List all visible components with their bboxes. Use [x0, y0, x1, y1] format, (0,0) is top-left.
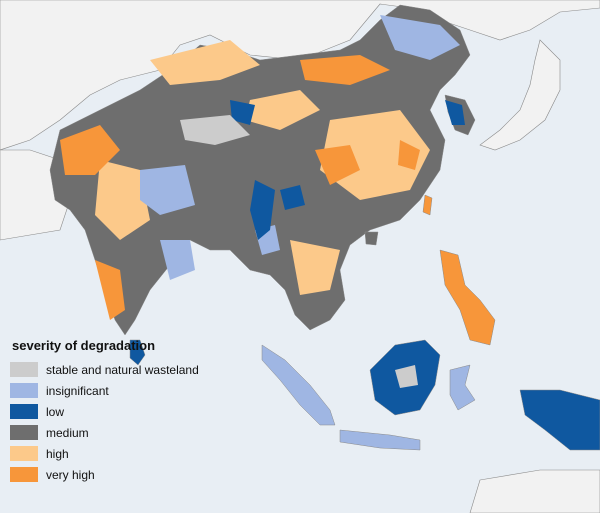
insignificant-patch	[380, 15, 460, 60]
high-patches	[95, 40, 430, 295]
legend-label-insignificant: insignificant	[46, 383, 109, 398]
low-patch	[250, 180, 275, 240]
mainland-asia	[49, 4, 471, 336]
java	[339, 429, 421, 451]
very-high-patch	[300, 55, 390, 85]
hainan	[364, 231, 379, 246]
legend-item-very-high: very high	[10, 464, 240, 485]
taiwan	[422, 194, 433, 216]
central-asia-land	[0, 0, 600, 151]
legend-swatch-high	[10, 446, 38, 461]
legend-item-high: high	[10, 443, 240, 464]
very-high-patch	[60, 125, 120, 175]
legend-item-medium: medium	[10, 422, 240, 443]
legend-item-low: low	[10, 401, 240, 422]
insignificant-patches	[140, 15, 460, 280]
legend-item-insignificant: insignificant	[10, 380, 240, 401]
high-patch	[150, 40, 260, 85]
low-patch	[280, 185, 305, 210]
very-high-patch	[315, 145, 360, 185]
very-high-patches	[60, 55, 420, 320]
legend-swatch-stable	[10, 362, 38, 377]
low-patches	[230, 100, 465, 240]
high-patch	[320, 110, 430, 200]
high-patch	[95, 160, 150, 240]
sri-lanka	[129, 339, 146, 366]
stable-patches	[180, 115, 418, 388]
legend-swatch-insignificant	[10, 383, 38, 398]
insignificant-patch	[140, 165, 195, 215]
low-patch	[445, 100, 465, 125]
sulawesi	[449, 364, 476, 411]
legend-swatch-very-high	[10, 467, 38, 482]
legend: severity of degradation stable and natur…	[10, 338, 240, 485]
stable-patch	[180, 115, 250, 145]
sumatra	[261, 344, 336, 426]
very-high-patch	[95, 260, 125, 320]
low-patch	[230, 100, 255, 125]
legend-label-very-high: very high	[46, 467, 95, 482]
legend-label-stable: stable and natural wasteland	[46, 362, 199, 377]
philippines	[439, 249, 496, 346]
insignificant-patch	[160, 240, 195, 280]
legend-label-high: high	[46, 446, 69, 461]
legend-swatch-medium	[10, 425, 38, 440]
new-guinea	[519, 389, 600, 451]
very-high-patch	[398, 140, 420, 170]
stable-patch	[395, 365, 418, 388]
legend-label-medium: medium	[46, 425, 89, 440]
japan-land	[479, 39, 561, 151]
australia-land	[469, 469, 600, 513]
legend-label-low: low	[46, 404, 65, 419]
high-patch	[290, 240, 340, 295]
legend-title: severity of degradation	[12, 338, 156, 353]
high-patch	[245, 90, 320, 130]
legend-swatch-low	[10, 404, 38, 419]
legend-item-stable: stable and natural wasteland	[10, 359, 240, 380]
